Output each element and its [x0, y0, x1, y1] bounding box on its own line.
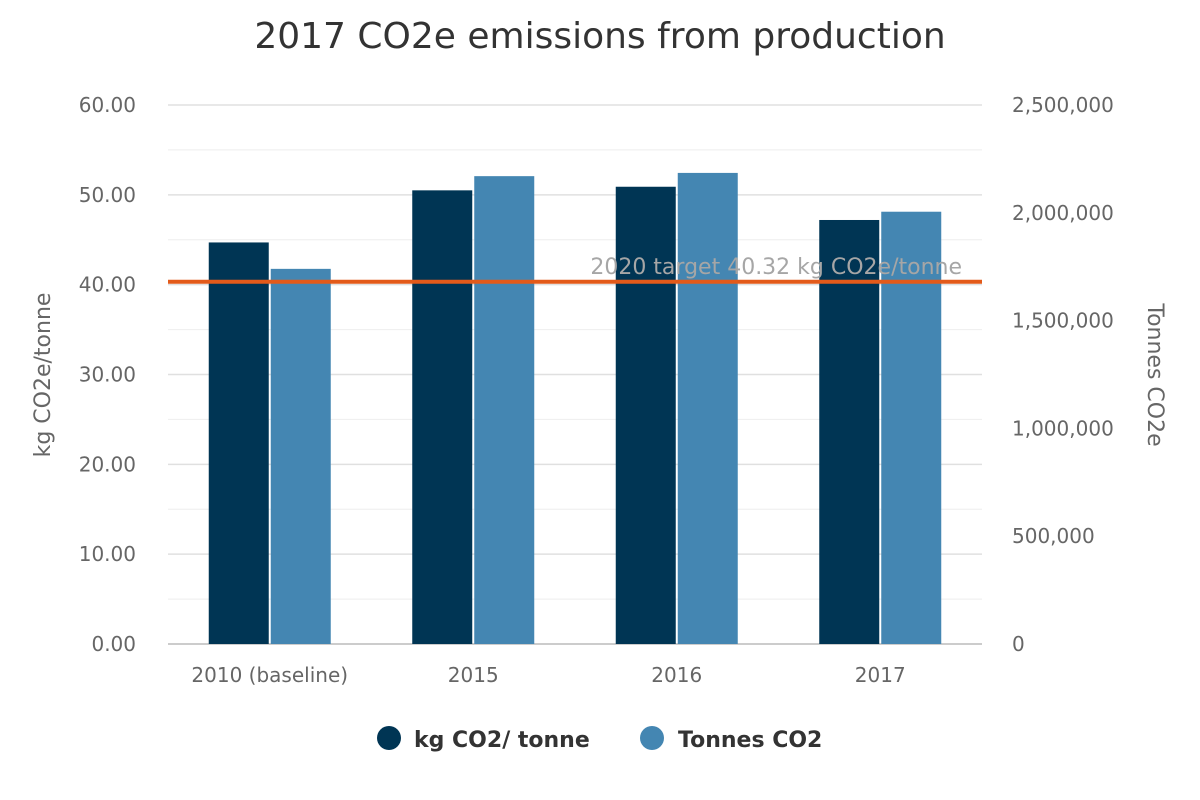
legend-label-tonnes: Tonnes CO2	[678, 728, 822, 753]
left-tick-label: 50.00	[79, 183, 136, 207]
category-label: 2010 (baseline)	[191, 663, 348, 687]
bar-tonnes	[677, 172, 738, 644]
right-tick-label: 1,000,000	[1012, 416, 1114, 440]
bar-kg	[412, 190, 473, 644]
target: 2020 target 40.32 kg CO2e/tonne	[168, 255, 982, 284]
bar-kg	[208, 242, 269, 644]
category-label: 2016	[651, 663, 702, 687]
legend-item-tonnes[interactable]: Tonnes CO2	[640, 726, 822, 753]
right-axis-ticks: 0 500,000 1,000,000 1,500,000 2,000,000 2,500…	[1012, 93, 1114, 656]
category-label: 2015	[448, 663, 499, 687]
legend-label-kg: kg CO2/ tonne	[414, 728, 590, 753]
legend-marker-tonnes	[640, 726, 664, 750]
left-tick-label: 60.00	[79, 93, 136, 117]
bar-tonnes	[474, 176, 535, 644]
bars	[208, 172, 942, 645]
category-label: 2017	[855, 663, 906, 687]
legend-item-kg[interactable]: kg CO2/ tonne	[377, 726, 590, 753]
category-labels: 2010 (baseline) 2015 2016 2017	[191, 663, 905, 687]
right-axis-title: Tonnes CO2e	[1142, 302, 1167, 446]
bar-kg	[819, 219, 880, 644]
bar-tonnes	[270, 268, 331, 644]
left-tick-label: 0.00	[91, 632, 136, 656]
right-tick-label: 1,500,000	[1012, 309, 1114, 333]
legend-marker-kg	[377, 726, 401, 750]
right-tick-label: 0	[1012, 632, 1025, 656]
left-tick-label: 40.00	[79, 273, 136, 297]
legend: kg CO2/ tonne Tonnes CO2	[377, 726, 822, 753]
right-tick-label: 2,000,000	[1012, 201, 1114, 225]
target-label: 2020 target 40.32 kg CO2e/tonne	[590, 255, 962, 280]
chart-title: 2017 CO2e emissions from production	[254, 16, 945, 57]
left-tick-label: 20.00	[79, 452, 136, 476]
left-axis-title: kg CO2e/tonne	[31, 293, 56, 458]
left-tick-label: 30.00	[79, 363, 136, 387]
right-tick-label: 2,500,000	[1012, 93, 1114, 117]
left-axis-ticks: 0.00 10.00 20.00 30.00 40.00 50.00 60.00	[79, 93, 136, 656]
left-tick-label: 10.00	[79, 542, 136, 566]
bar-kg	[615, 186, 676, 644]
right-tick-label: 500,000	[1012, 524, 1095, 548]
